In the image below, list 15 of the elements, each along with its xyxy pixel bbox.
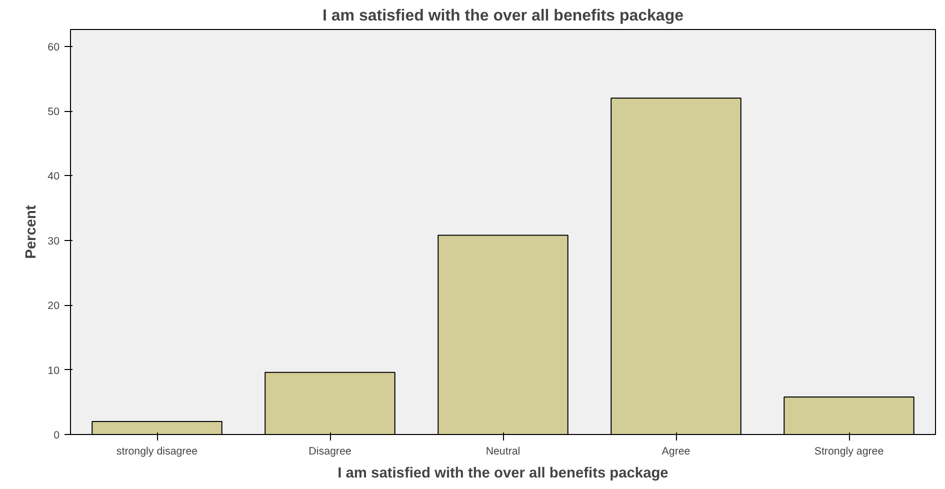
y-tick-label: 30	[48, 235, 60, 248]
y-axis-title: Percent	[24, 205, 40, 259]
x-tick-label: strongly disagree	[116, 446, 198, 458]
y-tick-label: 50	[48, 106, 60, 118]
chart-title: I am satisfied with the over all benefits package	[322, 8, 684, 24]
x-tick-label: Agree	[662, 446, 690, 458]
y-tick-label: 40	[48, 170, 60, 183]
y-tick-label: 60	[48, 41, 60, 54]
x-tick-label: Disagree	[308, 446, 352, 458]
y-tick-label: 20	[48, 300, 60, 312]
x-tick-label: Neutral	[486, 446, 520, 458]
y-tick-label: 10	[48, 364, 60, 377]
x-axis-title: I am satisfied with the over all benefits package	[338, 466, 668, 482]
y-tick-label: 0	[54, 430, 60, 442]
x-tick-label: Strongly agree	[814, 446, 884, 458]
